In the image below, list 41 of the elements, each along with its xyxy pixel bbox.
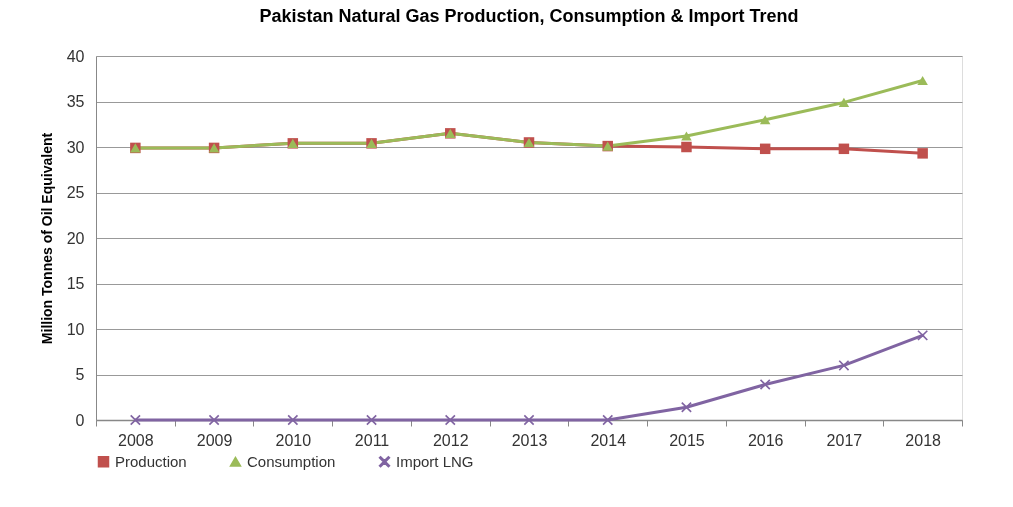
y-tick-label: 20	[66, 229, 85, 247]
x-tick-label: 2012	[432, 431, 469, 449]
y-tick-label: 15	[66, 275, 85, 292]
y-tick-label: 0	[75, 411, 85, 429]
y-axis-title: Million Tonnes of Oil Equivalent	[38, 132, 55, 345]
point	[208, 414, 220, 426]
point	[602, 414, 613, 426]
chart-title: Pakistan Natural Gas Production, Consumption & Import Trend	[259, 6, 799, 26]
x-tick-label: 2016	[747, 431, 784, 449]
point	[681, 141, 692, 153]
point	[287, 414, 299, 426]
point	[917, 148, 928, 159]
x-tick-label: 2009	[196, 431, 233, 449]
y-tick-label: 25	[66, 184, 85, 201]
point	[523, 414, 535, 426]
y-tick-label: 10	[66, 320, 85, 338]
point	[445, 414, 456, 426]
point	[681, 131, 692, 141]
x-tick-label: 2008	[118, 431, 154, 449]
point	[917, 76, 928, 86]
y-tick-label: 40	[66, 47, 85, 65]
point	[917, 330, 928, 341]
x-tick-label: 2015	[669, 431, 705, 449]
point	[681, 402, 692, 413]
x-tick-label: 2014	[590, 431, 627, 449]
point	[759, 115, 771, 125]
point	[838, 97, 850, 107]
x-tick-label: 2018	[905, 431, 942, 449]
legend-label: Production	[115, 452, 187, 470]
legend-label: Import LNG	[396, 452, 474, 470]
x-tick-label: 2013	[511, 431, 548, 449]
y-tick-label: 35	[66, 93, 85, 110]
point	[838, 143, 850, 155]
y-tick-label: 5	[75, 366, 85, 383]
x-tick-label: 2011	[354, 431, 390, 449]
point	[759, 143, 771, 155]
x-tick-label: 2010	[275, 431, 312, 449]
point	[759, 379, 771, 390]
legend-label: Consumption	[247, 452, 336, 470]
y-tick-label: 30	[66, 138, 85, 156]
x-tick-label: 2017	[826, 431, 863, 449]
